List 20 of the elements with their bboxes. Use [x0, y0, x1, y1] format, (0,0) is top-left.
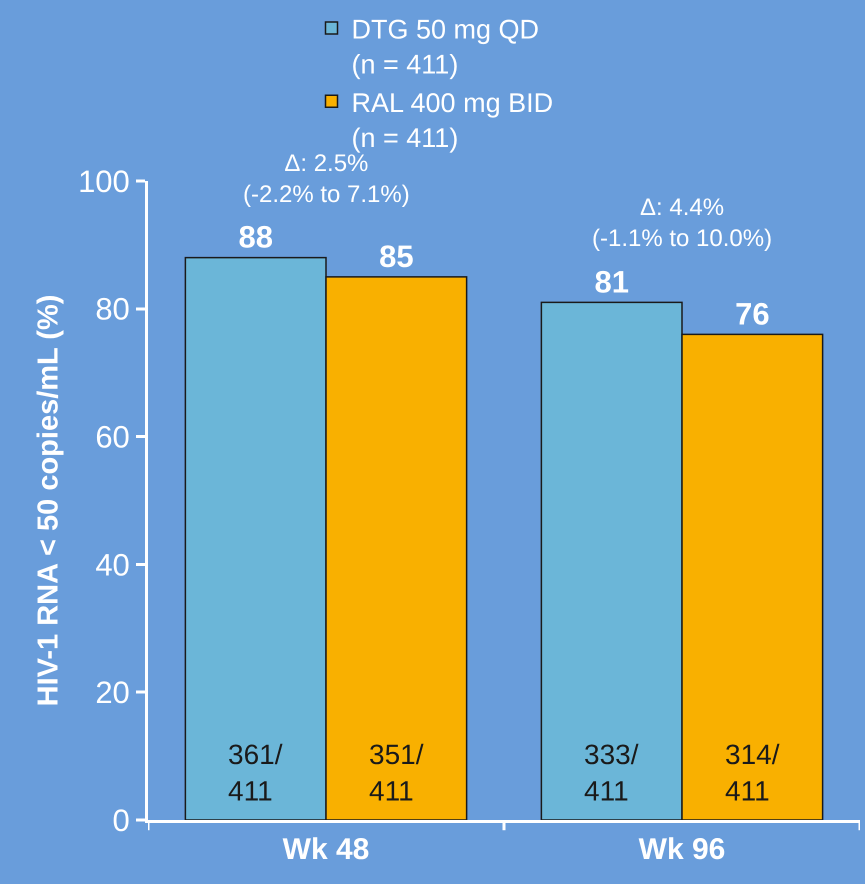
x-tick-label: Wk 48	[282, 833, 370, 866]
y-tick-label: 100	[78, 164, 130, 199]
x-tick-label: Wk 96	[638, 833, 726, 866]
y-axis-title: HIV-1 RNA < 50 copies/mL (%)	[32, 294, 64, 706]
legend-label: DTG 50 mg QD (n = 411)	[352, 14, 540, 80]
y-tick-label: 40	[95, 547, 130, 582]
legend-label: RAL 400 mg BID (n = 411)	[352, 88, 554, 153]
annotation: 314/ 411	[725, 739, 780, 806]
y-tick-label: 80	[95, 292, 130, 327]
annotation: 351/ 411	[369, 739, 424, 806]
data-label: 76	[735, 296, 770, 332]
y-tick-label: 60	[95, 419, 130, 454]
y-tick-label: 20	[95, 675, 130, 710]
y-tick-label: 0	[112, 802, 130, 838]
data-label: 81	[594, 264, 629, 300]
data-label: 85	[379, 238, 414, 274]
annotation: Δ: 4.4% (-1.1% to 10.0%)	[592, 194, 772, 252]
annotation: 333/ 411	[584, 739, 639, 806]
annotation: 361/ 411	[228, 739, 283, 806]
data-label: 88	[238, 220, 273, 255]
